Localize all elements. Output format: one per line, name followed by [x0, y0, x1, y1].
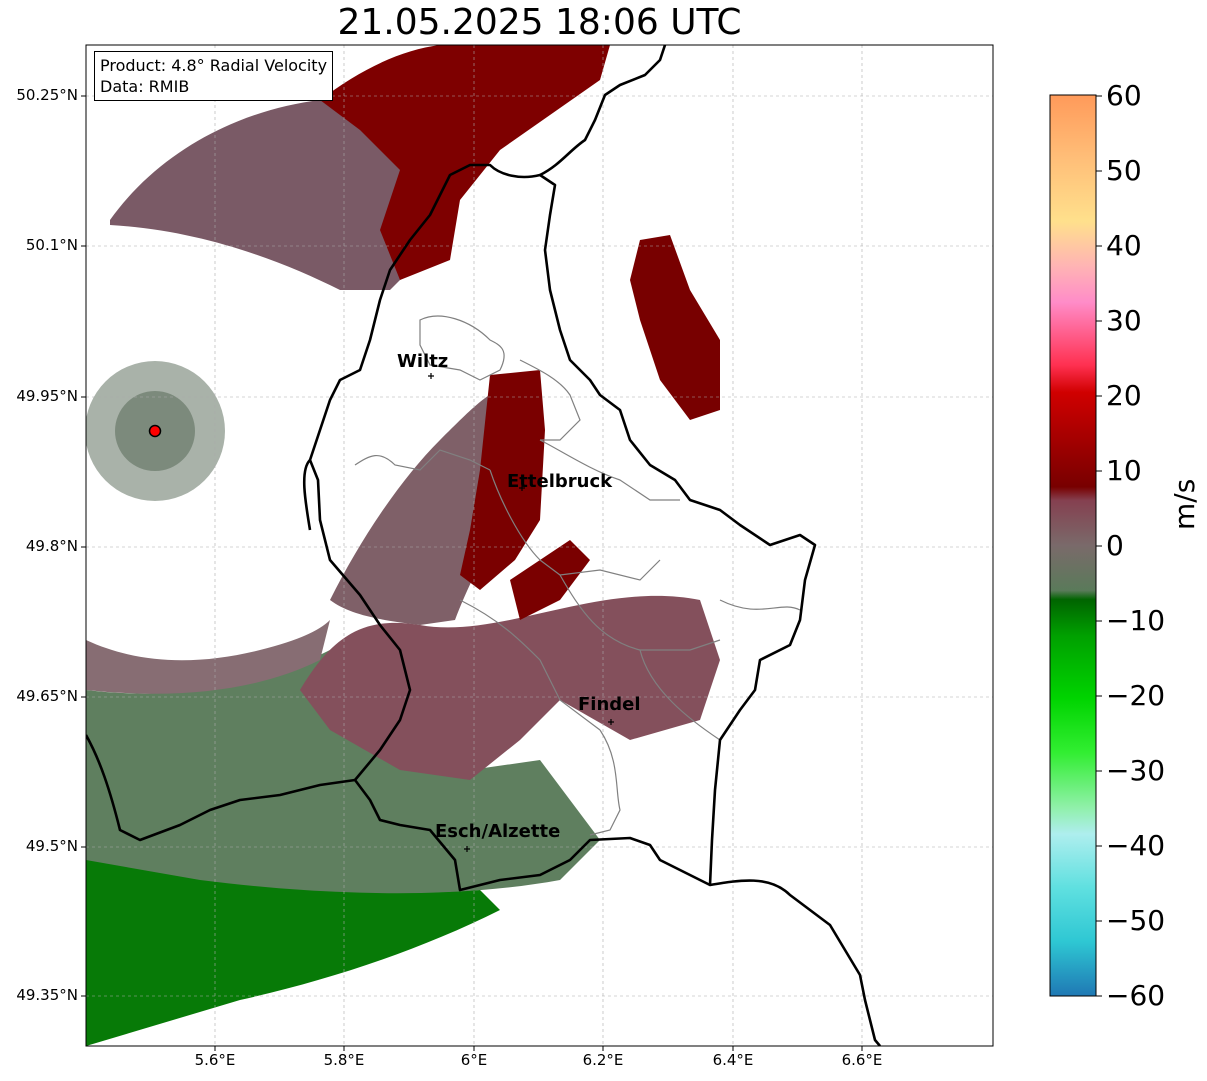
city-marker-wiltz — [428, 373, 434, 379]
colorbar-unit-label: m/s — [1168, 478, 1201, 530]
echo-receding-central — [460, 370, 545, 590]
colorbar-tick-label: −10 — [1106, 604, 1166, 637]
city-label-ettelbruck: Ettelbruck — [507, 471, 613, 492]
map-title: 21.05.2025 18:06 UTC — [337, 2, 742, 43]
city-label-esch: Esch/Alzette — [435, 821, 561, 842]
lat-tick-label: 49.35°N — [16, 986, 78, 1004]
lat-tick-label: 49.95°N — [16, 387, 78, 405]
lat-tick-label: 50.1°N — [25, 236, 78, 254]
echo-near-zero-west — [86, 620, 330, 694]
map-area — [86, 45, 993, 1046]
city-marker-ettelbruck — [519, 485, 525, 491]
colorbar-tick-label: −60 — [1106, 979, 1166, 1012]
colorbar-tick-label: −20 — [1106, 679, 1166, 712]
colorbar-tick-label: 0 — [1106, 529, 1124, 562]
product-info-box: Product: 4.8° Radial Velocity Data: RMIB — [94, 51, 334, 101]
colorbar-tick-label: −50 — [1106, 904, 1166, 937]
echo-approaching-weak — [86, 650, 600, 894]
axis-ticks — [81, 95, 863, 1051]
colorbar — [1049, 94, 1097, 997]
colorbar-tick-label: 20 — [1106, 379, 1142, 412]
country-borders — [86, 45, 881, 1046]
colorbar-tick-label: −40 — [1106, 829, 1166, 862]
map-frame — [85, 44, 994, 1047]
border-fr-de — [709, 879, 881, 1046]
city-marker-esch — [464, 846, 470, 852]
colorbar-tick-label: 60 — [1106, 79, 1142, 112]
lon-tick-label: 5.8°E — [323, 1051, 365, 1069]
city-label-findel: Findel — [578, 694, 641, 715]
echo-near-zero-north — [110, 100, 440, 290]
echo-approaching-strong — [86, 850, 500, 1046]
city-marker-findel — [608, 719, 614, 725]
lat-tick-label: 49.8°N — [25, 537, 78, 555]
colorbar-tick-label: 50 — [1106, 154, 1142, 187]
lon-tick-label: 6.2°E — [582, 1051, 624, 1069]
border-luxembourg — [308, 163, 817, 892]
city-markers — [428, 373, 614, 852]
lon-tick-label: 6°E — [460, 1051, 488, 1069]
echo-near-zero-south — [300, 595, 720, 780]
velocity-echoes — [86, 45, 720, 1046]
echo-receding-north — [320, 45, 610, 280]
border-de — [539, 45, 667, 177]
border-be-fr — [86, 734, 356, 842]
canton-boundaries — [354, 315, 801, 836]
border-be-west — [302, 459, 312, 531]
lon-tick-label: 5.6°E — [194, 1051, 236, 1069]
echo-receding-east — [630, 235, 720, 420]
lat-tick-label: 50.25°N — [16, 86, 78, 104]
colorbar-tick-label: −30 — [1106, 754, 1166, 787]
city-label-wiltz: Wiltz — [397, 351, 449, 372]
colorbar-tick-label: 40 — [1106, 229, 1142, 262]
lon-tick-label: 6.4°E — [712, 1051, 754, 1069]
colorbar-ticks — [1096, 95, 1102, 997]
lat-tick-label: 49.65°N — [16, 687, 78, 705]
echo-receding-southeast — [510, 540, 590, 620]
colorbar-tick-label: 30 — [1106, 304, 1142, 337]
radar-site-marker — [148, 424, 162, 438]
data-source-label: Data: RMIB — [100, 77, 190, 96]
colorbar-tick-label: 10 — [1106, 454, 1142, 487]
product-label: Product: 4.8° Radial Velocity — [100, 56, 328, 75]
lon-tick-label: 6.6°E — [841, 1051, 883, 1069]
lat-tick-label: 49.5°N — [25, 837, 78, 855]
